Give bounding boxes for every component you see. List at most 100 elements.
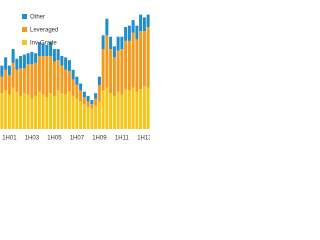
bar-segment xyxy=(22,93,26,129)
bar-segment xyxy=(101,49,105,91)
bar-segment xyxy=(22,54,26,69)
bar-segment xyxy=(60,55,64,66)
bar-segment xyxy=(4,57,8,70)
bar-segment xyxy=(127,40,131,91)
legend-swatch xyxy=(22,14,27,19)
bar-segment xyxy=(127,90,131,129)
bar-segment xyxy=(105,35,109,88)
bar-segment xyxy=(26,64,30,95)
bar-segment xyxy=(97,101,101,129)
bar-segment xyxy=(75,98,79,129)
bar-segment xyxy=(34,95,38,129)
bar-segment xyxy=(45,97,49,129)
bar-segment xyxy=(37,55,41,92)
bar-segment xyxy=(71,79,75,96)
bar-segment xyxy=(97,84,101,102)
bar-segment xyxy=(120,36,124,50)
bar-segment xyxy=(15,91,19,129)
bar-segment xyxy=(41,43,45,56)
x-tick-label: 1H05 xyxy=(47,136,62,142)
bar-segment xyxy=(75,76,79,85)
bar-segment xyxy=(26,53,30,65)
bar-segment xyxy=(45,44,49,56)
bar-segment xyxy=(41,55,45,95)
bar-segment xyxy=(49,93,53,129)
bar-segment xyxy=(67,91,71,129)
bar-segment xyxy=(105,87,109,129)
bar-segment xyxy=(37,91,41,129)
legend-swatch xyxy=(22,27,27,32)
bar-segment xyxy=(116,91,120,129)
bar-segment xyxy=(30,98,34,129)
x-tick-label: 1H13 xyxy=(137,136,150,142)
bar-segment xyxy=(79,83,83,91)
bar-segment xyxy=(90,104,94,109)
bar-segment xyxy=(109,49,113,94)
legend-label: Leveraged xyxy=(30,28,58,34)
bar-segment xyxy=(109,93,113,129)
bar-segment xyxy=(139,14,143,32)
bar-segment xyxy=(146,14,150,28)
bar-segment xyxy=(112,95,116,129)
bar-segment xyxy=(135,39,139,92)
bar-segment xyxy=(52,49,56,62)
bar-segment xyxy=(131,32,135,88)
x-tick-label: 1H03 xyxy=(25,136,40,142)
bar-segment xyxy=(0,76,4,94)
bar-segment xyxy=(30,51,34,65)
legend-swatch xyxy=(22,40,27,45)
bar-segment xyxy=(56,90,60,129)
bar-segment xyxy=(56,49,60,61)
bar-segment xyxy=(82,104,86,129)
bar-segment xyxy=(64,57,68,70)
bar-segment xyxy=(71,69,75,80)
bar-segment xyxy=(52,61,56,96)
bar-segment xyxy=(0,93,4,129)
bar-segment xyxy=(124,27,128,41)
bar-segment xyxy=(37,42,41,56)
bar-segment xyxy=(90,100,94,105)
bar-segment xyxy=(124,89,128,129)
bar-segment xyxy=(94,93,98,99)
bar-segment xyxy=(52,95,56,129)
bar-segment xyxy=(101,90,105,129)
bar-segment xyxy=(67,71,71,92)
bar-segment xyxy=(146,27,150,88)
bar-segment xyxy=(127,25,131,41)
bar-segment xyxy=(120,49,124,95)
bar-segment xyxy=(135,91,139,129)
bar-segment xyxy=(7,94,11,129)
bar-segment xyxy=(142,86,146,129)
bar-segment xyxy=(49,42,53,56)
bar-segment xyxy=(101,35,105,50)
bar-segment xyxy=(131,87,135,129)
bar-segment xyxy=(11,87,15,129)
chart: 1H01 1H03 1H05 1H07 1H09 1H11 1H13 Other Leverag… xyxy=(0,14,150,142)
bar-segment xyxy=(105,18,109,36)
bar-segment xyxy=(19,95,23,129)
bar-segment xyxy=(112,46,116,58)
x-tick-label: 1H11 xyxy=(115,136,130,142)
bar-segment xyxy=(7,75,11,95)
bar-segment xyxy=(34,62,38,96)
bar-segment xyxy=(146,87,150,129)
bar-segment xyxy=(120,94,124,129)
bar-segment xyxy=(19,68,23,96)
bar-segment xyxy=(131,20,135,33)
x-tick-label: 1H07 xyxy=(70,136,85,142)
x-tick-label: 1H01 xyxy=(2,136,17,142)
bar-segment xyxy=(15,69,19,92)
bar-segment xyxy=(90,108,94,129)
bar-segment xyxy=(112,57,116,96)
bar-segment xyxy=(34,53,38,63)
bar-segment xyxy=(139,31,143,90)
bar-segment xyxy=(67,60,71,72)
legend-label: Inv-Grade xyxy=(30,41,57,47)
bar-segment xyxy=(135,25,139,40)
bar-segment xyxy=(94,98,98,106)
bar-segment xyxy=(4,69,8,91)
bar-segment xyxy=(60,93,64,129)
bar-segment xyxy=(86,101,90,107)
bar-segment xyxy=(82,91,86,98)
bar-segment xyxy=(109,36,113,50)
